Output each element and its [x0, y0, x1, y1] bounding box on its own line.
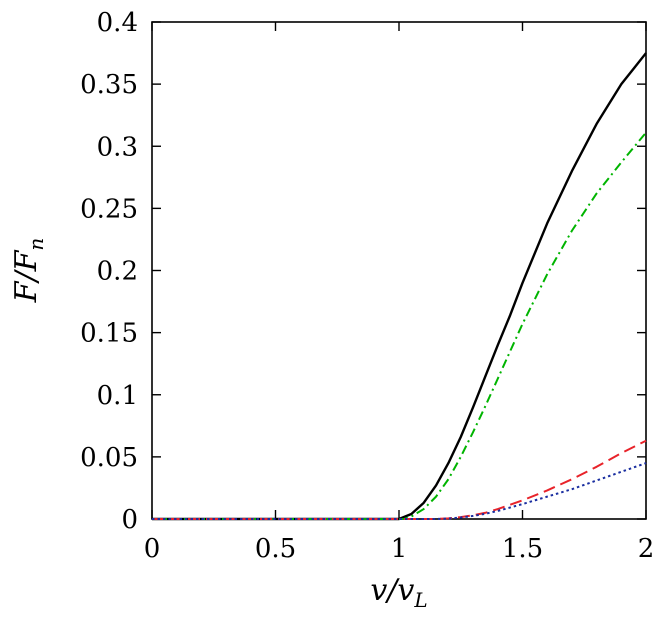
y-tick-label: 0.15 — [80, 319, 138, 349]
x-tick-labels: 0 0.5 1 1.5 2 — [144, 534, 655, 564]
plot-frame — [151, 21, 647, 520]
y-tick-label: 0.4 — [97, 8, 138, 38]
series-line-dashed — [152, 439, 647, 520]
series-line-dotted — [152, 462, 647, 520]
x-axis-label-sub: L — [413, 588, 427, 612]
y-tick-label: 0.2 — [97, 257, 138, 287]
y-tick-label: 0.35 — [80, 70, 138, 100]
y-axis-label: F/Fn — [9, 238, 48, 304]
series-layer — [152, 52, 647, 521]
y-tick-label: 0 — [121, 505, 138, 535]
x-axis-label-main: v/v — [370, 573, 414, 608]
series-line-solid — [152, 52, 647, 521]
y-tick-label: 0.1 — [97, 381, 138, 411]
x-tick-label: 1 — [391, 534, 408, 564]
x-tick-label: 2 — [638, 534, 655, 564]
x-tick-label: 0 — [144, 534, 161, 564]
y-tick-label: 0.3 — [97, 132, 138, 162]
x-tick-label: 0.5 — [255, 534, 296, 564]
y-axis-label-main: F/F — [9, 249, 44, 303]
series-line-dashdot — [152, 131, 647, 520]
x-axis-label: v/vL — [370, 573, 427, 612]
y-tick-labels: 0 0.05 0.1 0.15 0.2 0.25 0.3 0.35 0.4 — [80, 8, 138, 535]
y-axis-label-sub: n — [24, 238, 48, 251]
y-tick-label: 0.05 — [80, 443, 138, 473]
tick-marks — [151, 21, 647, 520]
x-tick-label: 1.5 — [502, 534, 543, 564]
y-tick-label: 0.25 — [80, 194, 138, 224]
